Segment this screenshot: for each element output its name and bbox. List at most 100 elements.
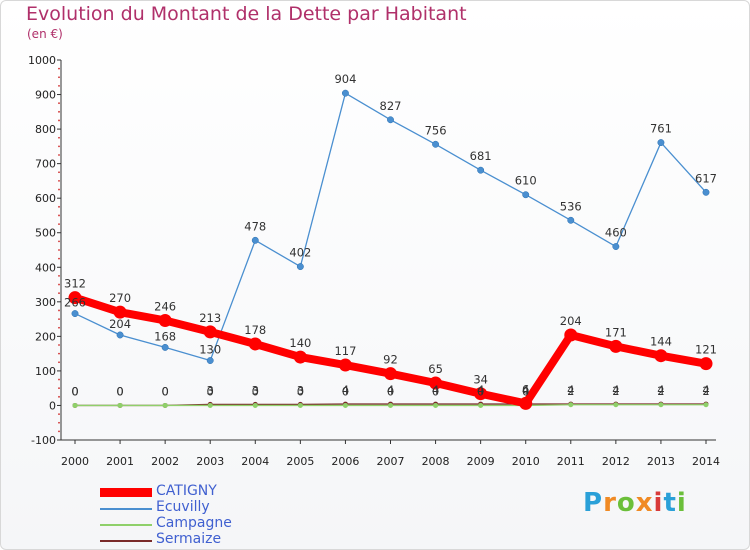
data-label-campagne: 0 [477,384,484,398]
data-label-campagne: 0 [207,384,214,398]
data-point-campagne [252,402,258,408]
data-point-campagne [117,402,123,408]
data-label-catigny: 144 [650,335,672,349]
y-minor-tick [58,136,60,139]
data-label-sermaize: 3 [252,383,259,397]
data-label-campagne: 0 [342,384,349,398]
data-label-ecuvilly: 478 [244,219,266,233]
y-minor-tick [58,344,60,346]
data-label-sermaize: 4 [342,383,349,397]
x-tick-label: 2004 [241,455,269,468]
y-tick-label: 900 [35,89,56,102]
y-minor-tick [58,387,60,390]
data-label-ecuvilly: 827 [380,99,402,113]
y-tick-label: 300 [35,296,56,309]
data-label-ecuvilly: 617 [695,171,717,185]
data-point-catigny [338,358,352,372]
y-minor-tick [58,171,60,174]
y-minor-tick [58,205,60,208]
y-tick-label: 100 [35,365,56,378]
y-tick-label: 700 [35,158,56,171]
y-tick-label: 600 [35,192,56,205]
data-label-sermaize: 0 [161,384,168,398]
data-label-ecuvilly: 904 [334,72,356,86]
legend-swatch-campagne [100,524,152,526]
x-tick-label: 2011 [557,455,585,468]
y-minor-tick [58,76,60,79]
data-point-campagne [207,402,213,408]
y-minor-tick [58,180,60,182]
data-point-campagne [478,402,484,408]
y-minor-tick [58,102,60,105]
logo-letter: o [616,488,636,518]
data-point-ecuvilly [432,140,440,148]
y-minor-tick [58,413,60,415]
data-point-catigny [429,376,443,390]
data-point-campagne [162,402,168,408]
data-point-catigny [293,350,307,364]
data-label-catigny: 204 [560,314,582,328]
data-label-campagne: 0 [387,384,394,398]
y-minor-tick [58,223,60,225]
legend-label-catigny: CATIGNY [156,483,217,499]
data-point-ecuvilly [657,139,665,147]
data-point-ecuvilly [387,116,394,124]
data-label-catigny: 171 [605,325,627,339]
x-tick-label: 2005 [286,455,314,468]
data-label-catigny: 34 [473,373,488,387]
data-point-campagne [658,402,664,408]
data-label-sermaize: 0 [71,384,78,398]
y-minor-tick [58,214,60,217]
data-point-campagne [72,402,78,408]
y-tick-label: 200 [35,330,56,343]
data-point-ecuvilly [161,343,169,351]
y-minor-tick [58,240,60,243]
y-minor-tick [58,318,60,320]
chart-unit: (en €) [27,27,63,41]
data-point-catigny [384,367,397,381]
legend-swatch-catigny [100,488,152,497]
data-label-campagne: 2 [612,384,619,398]
y-tick-label: 0 [49,399,56,412]
data-label-sermaize: 4 [387,383,394,397]
y-minor-tick [58,352,60,355]
x-tick-label: 2010 [512,455,540,468]
data-point-catigny [203,325,217,339]
legend-label-campagne: Campagne [156,515,232,531]
y-minor-tick [58,145,60,148]
data-point-ecuvilly [612,243,620,250]
data-label-catigny: 117 [334,344,356,358]
data-point-campagne [433,402,439,408]
data-point-catigny [68,291,82,305]
y-tick-label: 500 [35,227,56,240]
data-label-catigny: 65 [428,362,443,376]
data-point-catigny [519,396,533,410]
data-label-sermaize: 3 [207,383,214,397]
x-tick-label: 2007 [377,455,405,468]
data-point-catigny [474,387,488,401]
chart-title: Evolution du Montant de la Dette par Hab… [26,3,467,25]
logo-letter: r [603,488,617,518]
data-label-sermaize: 4 [522,383,529,397]
data-point-catigny [699,357,713,371]
data-label-ecuvilly: 761 [650,122,672,136]
y-minor-tick [58,421,60,424]
data-point-ecuvilly [206,357,214,364]
data-label-campagne: 0 [297,384,304,398]
y-minor-tick [58,430,60,433]
legend-swatch-sermaize [100,540,152,542]
y-minor-tick [58,257,60,260]
data-label-catigny: 246 [154,299,176,313]
data-point-campagne [297,402,303,408]
legend-label-sermaize: Sermaize [156,531,222,547]
x-tick-label: 2006 [331,455,359,468]
data-label-ecuvilly: 266 [64,296,86,310]
x-tick-label: 2002 [151,455,179,468]
data-label-catigny: 121 [695,343,717,357]
data-label-sermaize: 4 [432,383,439,397]
data-label-campagne: 0 [252,384,259,398]
data-point-ecuvilly [341,89,349,97]
x-tick-label: 2008 [422,455,450,468]
